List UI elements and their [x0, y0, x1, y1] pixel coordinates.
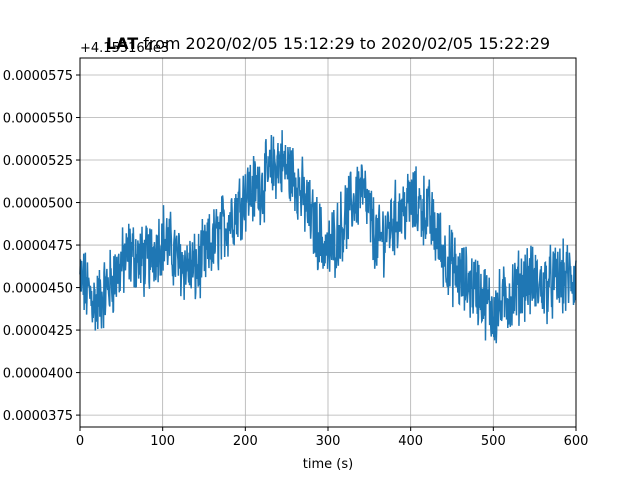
x-tick-label: 600 [564, 434, 589, 449]
chart-title: LAT from 2020/02/05 15:12:29 to 2020/02/… [106, 34, 550, 53]
y-tick-label: 0.0000400 [3, 367, 73, 382]
y-tick-label: 0.0000550 [3, 112, 73, 127]
x-tick-label: 200 [233, 434, 258, 449]
x-tick-label: 300 [316, 434, 341, 449]
y-tick-label: 0.0000450 [3, 282, 73, 297]
y-axis: 0.0000375 0.0000400 0.0000425 0.0000450 0.00… [3, 69, 80, 424]
y-tick-label: 0.0000475 [3, 239, 73, 254]
x-axis: 0 100 200 300 400 500 600 [76, 427, 589, 449]
y-tick-label: 0.0000425 [3, 324, 73, 339]
y-tick-label: 0.0000375 [3, 409, 73, 424]
series-line-lat [79, 130, 577, 344]
title-bold-part: LAT [106, 34, 138, 53]
x-tick-label: 0 [76, 434, 84, 449]
x-tick-label: 500 [481, 434, 506, 449]
x-tick-label: 100 [150, 434, 175, 449]
y-tick-label: 0.0000500 [3, 197, 73, 212]
y-offset-label: +4.155164e3 [80, 41, 169, 56]
y-tick-label: 0.0000575 [3, 69, 73, 84]
y-tick-label: 0.0000525 [3, 154, 73, 169]
x-tick-label: 400 [398, 434, 423, 449]
x-axis-label: time (s) [303, 457, 353, 472]
title-rest: from 2020/02/05 15:12:29 to 2020/02/05 1… [138, 34, 550, 53]
